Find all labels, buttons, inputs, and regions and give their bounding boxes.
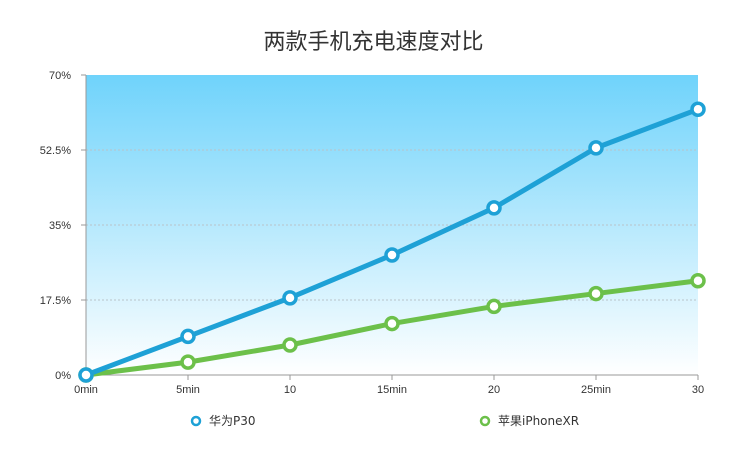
- data-point: [588, 285, 604, 302]
- data-point: [180, 354, 196, 370]
- x-tick-label: 15min: [377, 384, 407, 396]
- x-tick-label: 20: [488, 384, 500, 396]
- y-tick-label: 70%: [49, 70, 71, 82]
- y-tick-label: 0%: [55, 370, 71, 382]
- data-point: [180, 328, 196, 345]
- data-point: [486, 298, 502, 315]
- data-point: [282, 290, 298, 306]
- x-tick-label: 25min: [581, 384, 611, 396]
- chart-title: 两款手机充电速度对比: [263, 30, 484, 55]
- x-tick-label: 10: [284, 384, 296, 396]
- x-tick-label: 0min: [74, 384, 98, 396]
- legend-marker-icon: [479, 415, 491, 427]
- data-point: [588, 140, 604, 156]
- x-tick-label: 5min: [176, 384, 200, 396]
- data-point: [282, 337, 298, 353]
- data-point: [78, 367, 94, 383]
- data-point: [384, 315, 400, 332]
- data-point: [384, 247, 400, 263]
- data-point: [690, 101, 706, 118]
- x-tick-label: 30: [692, 384, 704, 396]
- legend-label: 华为P30: [209, 414, 256, 428]
- data-point: [690, 272, 706, 289]
- y-tick-label: 52.5%: [40, 145, 71, 157]
- data-point: [486, 200, 502, 216]
- legend-label: 苹果iPhoneXR: [498, 414, 579, 428]
- y-tick-label: 17.5%: [40, 295, 71, 307]
- legend-marker-icon: [190, 415, 202, 427]
- y-tick-label: 35%: [49, 220, 71, 232]
